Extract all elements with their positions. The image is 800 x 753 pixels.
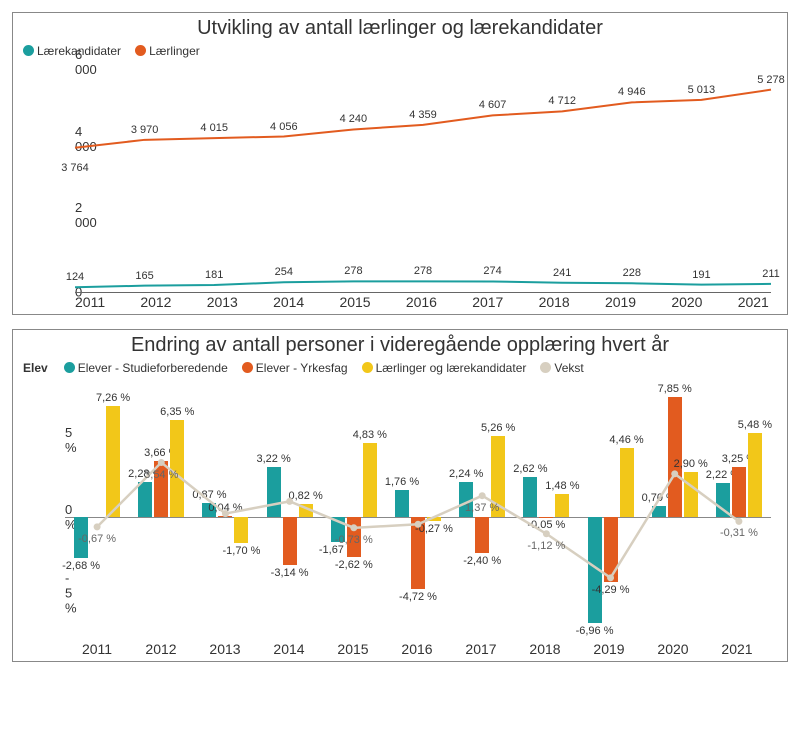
data-label: 165 xyxy=(135,270,153,282)
x-tick-label: 2018 xyxy=(513,641,577,657)
data-label: -0,67 % xyxy=(78,533,116,545)
circle-icon xyxy=(242,362,253,373)
legend-item-laerekandidater: Lærekandidater xyxy=(23,44,121,58)
data-label: 4 359 xyxy=(409,109,437,121)
legend-item-vekst: Vekst xyxy=(540,361,583,375)
data-label: 4 015 xyxy=(200,122,228,134)
data-label: 278 xyxy=(414,265,432,277)
x-tick-label: 2016 xyxy=(385,641,449,657)
data-label: 254 xyxy=(275,266,293,278)
data-label: 3,54 % xyxy=(144,469,178,481)
legend-item-laerlinger: Lærlinger xyxy=(135,44,200,58)
circle-icon xyxy=(64,362,75,373)
x-tick-label: 2017 xyxy=(472,294,503,310)
top-chart-panel: Utvikling av antall lærlinger og lærekan… xyxy=(12,12,788,315)
bottom-chart-title: Endring av antall personer i videregåend… xyxy=(13,330,787,359)
circle-icon xyxy=(23,45,34,56)
x-tick-label: 2012 xyxy=(140,294,171,310)
top-chart-title: Utvikling av antall lærlinger og lærekan… xyxy=(13,13,787,42)
data-label: 278 xyxy=(344,265,362,277)
x-tick-label: 2020 xyxy=(641,641,705,657)
bottom-chart-panel: Endring av antall personer i videregåend… xyxy=(12,329,788,662)
data-label: 5 013 xyxy=(688,84,716,96)
legend-label: Elever - Yrkesfag xyxy=(256,361,348,375)
data-label: 5 278 xyxy=(757,74,785,86)
data-label: 3 764 xyxy=(61,162,89,174)
x-tick-label: 2020 xyxy=(671,294,702,310)
data-label: 241 xyxy=(553,267,571,279)
data-label: 274 xyxy=(483,265,501,277)
x-tick-label: 2019 xyxy=(605,294,636,310)
elev-label: Elev xyxy=(23,361,48,375)
x-tick-label: 2019 xyxy=(577,641,641,657)
x-tick-label: 2014 xyxy=(273,294,304,310)
top-plot-area: 02 0004 0006 0003 7643 9704 0154 0564 24… xyxy=(13,62,787,292)
data-label: 124 xyxy=(66,271,84,283)
x-tick-label: 2015 xyxy=(339,294,370,310)
x-tick-label: 2011 xyxy=(65,641,129,657)
bottom-plot-area: - 5 %0 %5 %-2,68 %7,26 %2,28 %3,66 %6,35… xyxy=(13,379,787,639)
circle-icon xyxy=(135,45,146,56)
data-label: 4 712 xyxy=(548,95,576,107)
top-legend: Lærekandidater Lærlinger xyxy=(13,42,787,62)
bottom-x-axis: 2011201220132014201520162017201820192020… xyxy=(65,639,769,661)
data-label: 3 970 xyxy=(131,124,159,136)
x-tick-label: 2013 xyxy=(193,641,257,657)
data-label: 4 240 xyxy=(340,113,368,125)
data-label: 4 056 xyxy=(270,121,298,133)
data-label: 1,37 % xyxy=(465,502,499,514)
data-label: 191 xyxy=(692,269,710,281)
data-label: 4 946 xyxy=(618,86,646,98)
legend-item-laer: Lærlinger og lærekandidater xyxy=(362,361,527,375)
legend-label: Vekst xyxy=(554,361,583,375)
x-tick-label: 2016 xyxy=(406,294,437,310)
x-tick-label: 2012 xyxy=(129,641,193,657)
top-x-axis: 2011201220132014201520162017201820192020… xyxy=(75,292,769,314)
x-tick-label: 2015 xyxy=(321,641,385,657)
data-label: -1,12 % xyxy=(527,540,565,552)
x-tick-label: 2017 xyxy=(449,641,513,657)
bottom-legend: Elev Elever - Studieforberedende Elever … xyxy=(13,359,787,379)
x-tick-label: 2013 xyxy=(207,294,238,310)
data-label: -0,73 % xyxy=(335,534,373,546)
legend-item-studie: Elever - Studieforberedende xyxy=(64,361,228,375)
data-label: -0,31 % xyxy=(720,527,758,539)
legend-label: Elever - Studieforberedende xyxy=(78,361,228,375)
legend-item-yrkes: Elever - Yrkesfag xyxy=(242,361,348,375)
data-label: 211 xyxy=(762,268,780,280)
legend-label: Lærlinger xyxy=(149,44,200,58)
data-label: 181 xyxy=(205,269,223,281)
x-tick-label: 2021 xyxy=(738,294,769,310)
x-tick-label: 2014 xyxy=(257,641,321,657)
circle-icon xyxy=(362,362,373,373)
circle-icon xyxy=(540,362,551,373)
x-tick-label: 2018 xyxy=(539,294,570,310)
data-label: 228 xyxy=(623,267,641,279)
x-tick-label: 2021 xyxy=(705,641,769,657)
data-label: 4 607 xyxy=(479,99,507,111)
legend-label: Lærlinger og lærekandidater xyxy=(376,361,527,375)
